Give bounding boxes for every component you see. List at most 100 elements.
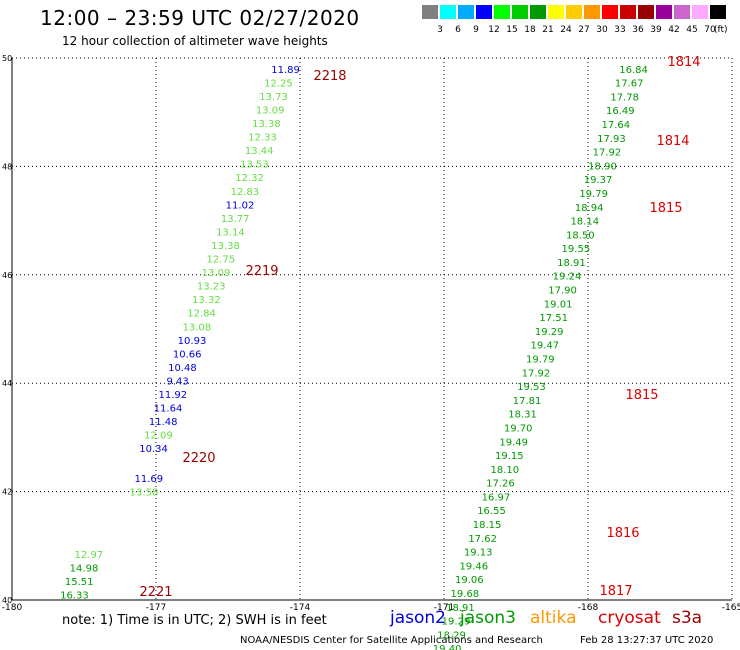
legend-swatch (638, 5, 654, 19)
wave-height-reading: 16.84 (619, 65, 648, 76)
wave-height-reading: 12.83 (230, 187, 259, 198)
wave-height-reading: 13.09 (256, 105, 285, 116)
wave-height-reading: 12.97 (74, 550, 103, 561)
y-tick-label: 44 (2, 379, 12, 388)
legend-label: 27 (578, 25, 590, 35)
legend-swatch (476, 5, 492, 19)
legend-swatch (566, 5, 582, 19)
y-tick-label: 48 (2, 162, 12, 171)
wave-height-reading: 19.70 (504, 423, 533, 434)
satellite-legend-jason3: jason3 (460, 608, 516, 628)
legend-swatch (512, 5, 528, 19)
legend-swatch (620, 5, 636, 19)
wave-height-reading: 13.32 (192, 295, 221, 306)
wave-height-reading: 13.77 (221, 214, 250, 225)
legend-label: 24 (560, 25, 572, 35)
pass-time-label: 2219 (245, 264, 278, 279)
wave-height-reading: 11.92 (158, 390, 187, 401)
legend-swatch (548, 5, 564, 19)
satellite-legend-altika: altika (530, 608, 577, 628)
wave-height-reading: 18.31 (508, 410, 537, 421)
legend-label: 6 (455, 25, 461, 35)
wave-height-reading: 18.14 (570, 217, 599, 228)
wave-height-reading: 17.81 (513, 396, 542, 407)
wave-height-reading: 17.51 (539, 313, 568, 324)
map-title: 12:00 – 23:59 UTC 02/27/2020 (40, 6, 360, 30)
y-tick-label: 40 (2, 596, 12, 605)
legend-label: 33 (614, 25, 626, 35)
wave-height-reading: 17.90 (548, 286, 577, 297)
wave-height-reading: 19.68 (451, 589, 480, 600)
x-tick-label: -168 (578, 603, 599, 613)
y-tick-label: 46 (2, 271, 12, 280)
wave-height-reading: 13.38 (252, 119, 281, 130)
wave-height-reading: 19.13 (464, 548, 493, 559)
wave-height-reading: 17.92 (593, 148, 622, 159)
wave-height-reading: 13.53 (240, 160, 269, 171)
legend-label: 70 (704, 25, 716, 35)
wave-height-reading: 19.79 (579, 189, 608, 200)
wave-height-reading: 18.50 (566, 230, 595, 241)
wave-height-reading: 12.09 (144, 431, 173, 442)
wave-height-reading: 17.26 (486, 479, 515, 490)
wave-height-reading: 19.79 (526, 355, 555, 366)
x-tick-label: -180 (2, 603, 23, 613)
wave-height-reading: 12.84 (187, 309, 216, 320)
wave-height-reading: 9.43 (166, 376, 188, 387)
legend-swatch (710, 5, 726, 19)
legend-label: 9 (473, 25, 479, 35)
legend-swatch (458, 5, 474, 19)
wave-height-reading: 12.75 (206, 255, 235, 266)
legend-label: 21 (542, 25, 554, 35)
satellite-legend-cryosat: cryosat (598, 608, 661, 628)
legend-label: 3 (437, 25, 443, 35)
legend-label: 12 (488, 25, 500, 35)
wave-height-reading: 16.33 (60, 591, 89, 602)
legend-swatch (494, 5, 510, 19)
wave-height-reading: 19.55 (562, 244, 591, 255)
wave-height-reading: 10.66 (173, 349, 202, 360)
wave-height-reading: 19.29 (535, 327, 564, 338)
wave-height-reading: 13.73 (259, 92, 288, 103)
wave-height-reading: 19.37 (584, 175, 613, 186)
wave-height-reading: 19.40 (433, 644, 462, 650)
wave-height-reading: 12.33 (248, 133, 277, 144)
wave-height-reading: 11.64 (154, 404, 183, 415)
pass-time-label: 2221 (139, 585, 172, 600)
wave-height-reading: 13.09 (202, 268, 231, 279)
pass-time-label: 2220 (182, 451, 215, 466)
wave-height-reading: 13.23 (197, 282, 226, 293)
pass-time-label: 1817 (599, 584, 632, 599)
wave-height-reading: 19.49 (499, 437, 528, 448)
wave-height-reading: 19.24 (553, 272, 582, 283)
pass-time-label: 1815 (649, 201, 682, 216)
wave-height-reading: 13.44 (245, 146, 274, 157)
wave-height-reading: 14.98 (70, 563, 99, 574)
x-tick-label: -174 (290, 603, 311, 613)
pass-time-label: 1814 (656, 134, 689, 149)
y-tick-label: 42 (2, 488, 12, 497)
legend-swatch (602, 5, 618, 19)
wave-height-reading: 18.91 (557, 258, 586, 269)
wave-height-reading: 18.10 (491, 465, 520, 476)
wave-height-reading: 11.89 (271, 65, 300, 76)
footer-note: note: 1) Time is in UTC; 2) SWH is in fe… (62, 613, 327, 628)
wave-height-reading: 16.97 (482, 492, 511, 503)
wave-height-reading: 19.46 (459, 561, 488, 572)
map-subtitle: 12 hour collection of altimeter wave hei… (62, 34, 328, 48)
legend-label: 18 (524, 25, 536, 35)
wave-height-reading: 19.47 (530, 341, 559, 352)
wave-height-reading: 17.93 (597, 134, 626, 145)
wave-height-reading: 10.48 (168, 363, 197, 374)
satellite-legend-s3a: s3a (672, 608, 703, 628)
legend-swatch (674, 5, 690, 19)
wave-height-reading: 12.25 (264, 78, 293, 89)
pass-time-label: 2218 (313, 69, 346, 84)
wave-height-reading: 18.15 (473, 520, 502, 531)
wave-height-reading: 17.62 (468, 534, 497, 545)
legend-label: 36 (632, 25, 644, 35)
wave-height-reading: 10.93 (178, 336, 207, 347)
wave-height-reading: 17.67 (615, 79, 644, 90)
wave-height-reading: 11.69 (134, 474, 163, 485)
legend-swatch (692, 5, 708, 19)
